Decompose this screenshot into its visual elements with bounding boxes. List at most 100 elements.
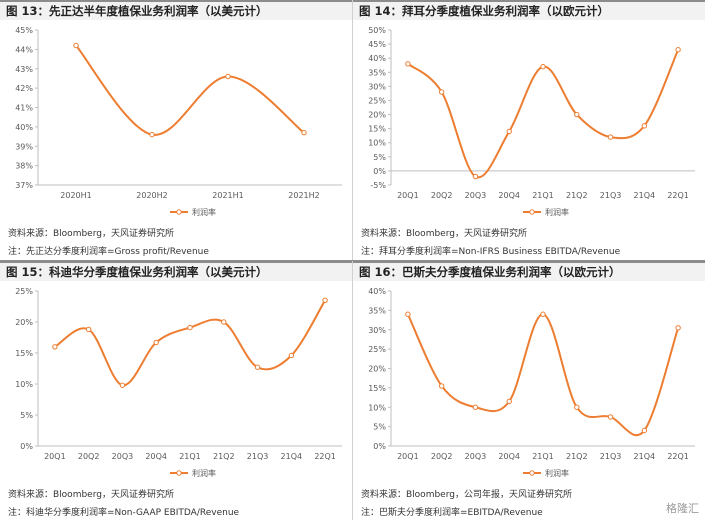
- x-tick-label: 21Q1: [179, 452, 201, 461]
- data-point: [641, 427, 648, 434]
- chart-plot: 0% 5% 10% 15% 20% 25% 30% 35% 40% 20Q1 20Q2 20Q3 20Q…: [368, 287, 695, 478]
- x-tick-label: 21Q4: [281, 452, 303, 461]
- chart-title: 图 16：巴斯夫分季度植保业务利润率（以欧元计）: [353, 261, 705, 281]
- y-tick-label: 39%: [15, 142, 33, 151]
- y-tick-label: 5%: [20, 411, 33, 420]
- chart-title: 图 15：科迪华分季度植保业务利润率（以美元计）: [0, 261, 352, 281]
- y-tick-label: 40%: [15, 123, 33, 132]
- data-point: [675, 325, 681, 331]
- y-tick-label: 25%: [368, 345, 386, 354]
- x-tick-label: 20Q4: [498, 191, 520, 200]
- x-tick-label: 20Q3: [112, 452, 134, 461]
- x-tick-label: 20Q1: [397, 452, 419, 461]
- x-tick-label: 21Q1: [532, 191, 554, 200]
- source-note: 资料来源：Bloomberg，天风证券研究所: [8, 229, 174, 239]
- y-tick-label: 15%: [15, 349, 33, 358]
- y-tick-label: 10%: [15, 380, 33, 389]
- series-line: [75, 44, 305, 136]
- x-tick-label: 21Q2: [213, 452, 235, 461]
- x-tick-label: 2020H1: [60, 191, 91, 200]
- y-tick-label: 50%: [368, 26, 386, 35]
- data-point: [574, 111, 580, 118]
- data-point: [675, 47, 681, 53]
- data-point: [221, 319, 227, 325]
- y-tick-label: -5%: [370, 181, 386, 190]
- legend-marker: [529, 209, 535, 215]
- y-tick-label: 37%: [15, 181, 33, 190]
- y-tick-label: 30%: [368, 82, 386, 91]
- legend-marker: [529, 470, 535, 476]
- x-tick-label: 21Q3: [600, 191, 622, 200]
- data-point: [438, 383, 445, 389]
- legend-label: 利润率: [192, 468, 216, 478]
- y-tick-label: 30%: [368, 326, 386, 335]
- chart-panel-corteva: 图 15：科迪华分季度植保业务利润率（以美元计） 0% 5% 10% 15% 20% 25…: [0, 261, 352, 521]
- data-point: [225, 73, 231, 80]
- x-tick-label: 21Q3: [247, 452, 269, 461]
- x-tick-label: 22Q1: [667, 191, 689, 200]
- data-point: [187, 324, 193, 331]
- panel-divider: [0, 260, 705, 261]
- x-tick-label: 21Q2: [566, 191, 588, 200]
- x-tick-label: 20Q2: [78, 452, 100, 461]
- data-point: [254, 364, 261, 370]
- data-point: [472, 404, 479, 410]
- x-tick-label: 2020H2: [136, 191, 167, 200]
- y-tick-label: 20%: [368, 365, 386, 374]
- y-tick-label: 35%: [368, 306, 386, 315]
- x-tick-label: 21Q4: [634, 452, 656, 461]
- data-point: [149, 131, 155, 138]
- x-tick-label: 20Q4: [498, 452, 520, 461]
- chart-panel-basf: 图 16：巴斯夫分季度植保业务利润率（以欧元计） 0% 5% 10% 15% 20% 25…: [353, 261, 705, 521]
- x-tick-label: 22Q1: [667, 452, 689, 461]
- source-note: 资料来源：Bloomberg，天风证券研究所: [361, 229, 527, 239]
- y-tick-label: 40%: [368, 54, 386, 63]
- chart-panel-bayer: 图 14：拜耳分季度植保业务利润率（以欧元计） -5% 0% 5% 10% 15% 20%…: [353, 0, 705, 260]
- data-point: [506, 128, 512, 135]
- x-tick-label: 21Q1: [532, 452, 554, 461]
- data-point: [607, 134, 614, 140]
- x-tick-label: 20Q1: [397, 191, 419, 200]
- watermark-logo: 格隆汇: [666, 502, 699, 515]
- source-note: 资料来源：Bloomberg，公司年报，天风证券研究所: [361, 490, 572, 500]
- x-tick-label: 21Q2: [566, 452, 588, 461]
- y-tick-label: 25%: [368, 96, 386, 105]
- chart-title: 图 14：拜耳分季度植保业务利润率（以欧元计）: [353, 0, 705, 20]
- data-point: [288, 352, 295, 359]
- y-tick-label: 0%: [373, 442, 386, 451]
- data-point: [52, 344, 58, 350]
- y-tick-label: 45%: [15, 26, 33, 35]
- series-line: [406, 313, 680, 437]
- data-point: [472, 173, 479, 180]
- chart-plot: 0% 5% 10% 15% 20% 25% 20Q1 20Q2 20Q3 20Q4 21Q1 21Q2…: [15, 287, 342, 478]
- formula-note: 注：科迪华分季度利润率=Non-GAAP EBITDA/Revenue: [8, 508, 240, 518]
- x-tick-label: 21Q4: [634, 191, 656, 200]
- data-point: [119, 382, 126, 388]
- data-point: [405, 61, 411, 67]
- y-tick-label: 20%: [368, 111, 386, 120]
- data-point: [540, 63, 546, 70]
- y-tick-label: 20%: [15, 318, 33, 327]
- y-tick-label: 40%: [368, 287, 386, 296]
- x-tick-label: 20Q1: [44, 452, 66, 461]
- y-tick-label: 25%: [15, 287, 33, 296]
- data-point: [85, 326, 92, 333]
- data-point: [574, 404, 580, 410]
- legend-label: 利润率: [192, 207, 216, 217]
- y-tick-label: 5%: [373, 153, 386, 162]
- y-tick-label: 15%: [368, 384, 386, 393]
- y-tick-label: 42%: [15, 84, 33, 93]
- y-tick-label: 5%: [373, 423, 386, 432]
- x-tick-label: 20Q3: [465, 452, 487, 461]
- y-tick-label: 45%: [368, 40, 386, 49]
- x-tick-label: 22Q1: [314, 452, 336, 461]
- x-tick-label: 20Q3: [465, 191, 487, 200]
- data-point: [322, 297, 328, 303]
- x-tick-label: 21Q3: [600, 452, 622, 461]
- y-tick-label: 41%: [15, 104, 33, 113]
- formula-note: 注：先正达分季度利润率=Gross profit/Revenue: [8, 247, 209, 257]
- y-tick-label: 10%: [368, 139, 386, 148]
- series-line: [54, 299, 326, 387]
- formula-note: 注：巴斯夫分季度利润率=EBITDA/Revenue: [361, 508, 543, 518]
